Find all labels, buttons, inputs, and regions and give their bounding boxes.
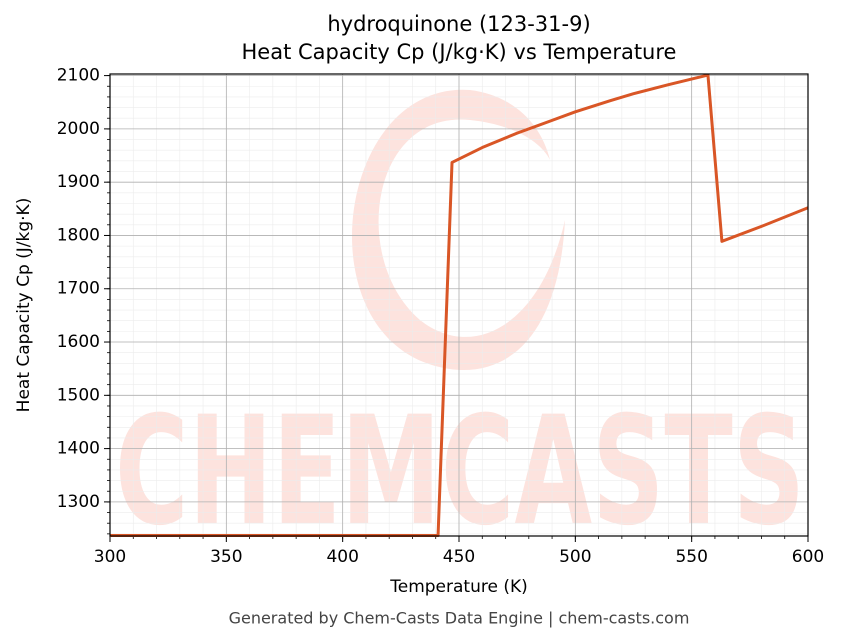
- footer: Generated by Chem-Casts Data Engine | ch…: [229, 609, 690, 628]
- y-tick-label: 2000: [57, 119, 100, 139]
- y-tick-label: 1900: [57, 172, 100, 192]
- x-axis-label: Temperature (K): [389, 577, 528, 597]
- y-tick-label: 1700: [57, 279, 100, 299]
- data-line: [110, 73, 809, 537]
- y-tick-label: 1500: [57, 385, 100, 405]
- chart-subtitle: Heat Capacity Cp (J/kg·K) vs Temperature: [242, 40, 677, 64]
- plot-frame: [109, 73, 809, 537]
- y-tick-label: 1600: [57, 332, 100, 352]
- y-tick-label: 1800: [57, 225, 100, 245]
- x-tick-label: 500: [559, 547, 591, 567]
- y-tick-label: 1400: [57, 439, 100, 459]
- y-tick-label: 2100: [57, 66, 100, 86]
- y-axis-label: Heat Capacity Cp (J/kg·K): [14, 198, 34, 413]
- x-tick-label: 450: [443, 547, 475, 567]
- marks: [110, 73, 809, 537]
- y-tick-label: 1300: [57, 492, 100, 512]
- x-tick-label: 400: [326, 547, 358, 567]
- x-tick-label: 600: [792, 547, 824, 567]
- x-tick-label: 300: [94, 547, 126, 567]
- watermark: CHEMCASTS: [115, 89, 805, 559]
- chart-title: hydroquinone (123-31-9): [327, 12, 590, 36]
- grid: [104, 74, 809, 542]
- x-tick-label: 550: [675, 547, 707, 567]
- x-tick-label: 350: [210, 547, 242, 567]
- watermark-text: CHEMCASTS: [115, 385, 805, 559]
